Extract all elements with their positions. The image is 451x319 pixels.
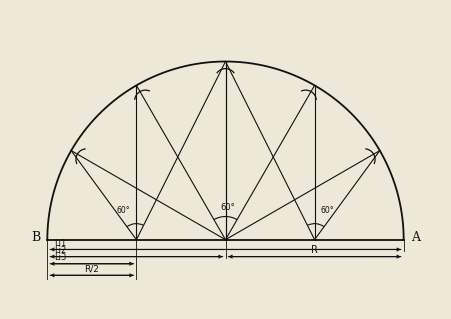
Text: Li1: Li1 <box>55 239 67 248</box>
Text: A: A <box>411 231 420 243</box>
Text: R: R <box>311 245 318 255</box>
Text: 60°: 60° <box>320 206 334 215</box>
Text: 60°: 60° <box>220 203 235 212</box>
Text: R/2: R/2 <box>84 265 99 274</box>
Text: 60°: 60° <box>117 206 131 215</box>
Text: Li3: Li3 <box>55 253 67 262</box>
Text: Li2: Li2 <box>55 246 67 255</box>
Text: B: B <box>31 231 40 243</box>
